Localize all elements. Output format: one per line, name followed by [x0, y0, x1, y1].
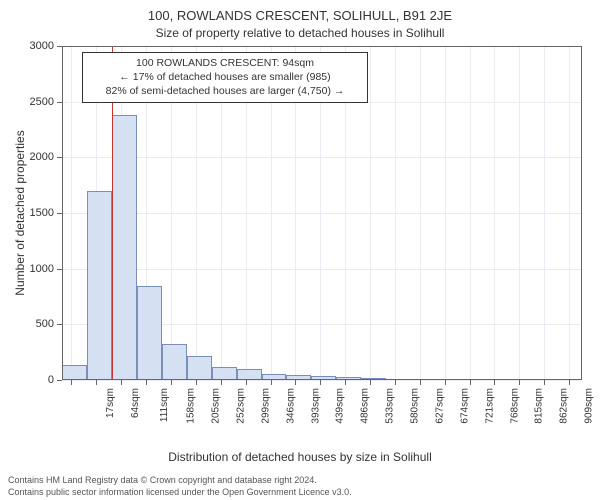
x-tick-label: 862sqm [559, 388, 570, 424]
footer-line-2: Contains public sector information licen… [8, 486, 592, 498]
y-tick-label: 2500 [22, 96, 54, 108]
x-tick [96, 380, 97, 385]
x-tick-label: 674sqm [459, 388, 470, 424]
y-tick [57, 380, 62, 381]
x-tick [246, 380, 247, 385]
y-tick-label: 2000 [22, 151, 54, 163]
grid-line-h [62, 380, 582, 381]
x-tick-label: 393sqm [310, 388, 321, 424]
y-tick [57, 157, 62, 158]
chart-subtitle: Size of property relative to detached ho… [0, 26, 600, 40]
y-tick-label: 1000 [22, 263, 54, 275]
y-tick [57, 102, 62, 103]
x-tick-label: 439sqm [335, 388, 346, 424]
y-tick [57, 269, 62, 270]
x-tick-label: 721sqm [484, 388, 495, 424]
y-tick [57, 324, 62, 325]
annotation-line-1: 100 ROWLANDS CRESCENT: 94sqm [89, 56, 361, 70]
x-tick-label: 299sqm [260, 388, 271, 424]
x-tick [370, 380, 371, 385]
x-tick-label: 64sqm [130, 388, 141, 418]
x-tick [71, 380, 72, 385]
x-tick [171, 380, 172, 385]
x-tick [470, 380, 471, 385]
annotation-box: 100 ROWLANDS CRESCENT: 94sqm ← 17% of de… [82, 52, 368, 103]
y-tick-label: 500 [22, 318, 54, 330]
x-tick-label: 252sqm [235, 388, 246, 424]
x-tick [345, 380, 346, 385]
x-tick [221, 380, 222, 385]
chart-title: 100, ROWLANDS CRESCENT, SOLIHULL, B91 2J… [0, 8, 600, 23]
x-tick-label: 768sqm [509, 388, 520, 424]
x-tick-label: 580sqm [409, 388, 420, 424]
x-tick [320, 380, 321, 385]
x-tick-label: 815sqm [534, 388, 545, 424]
x-tick [196, 380, 197, 385]
x-tick [544, 380, 545, 385]
x-tick [395, 380, 396, 385]
footer-line-1: Contains HM Land Registry data © Crown c… [8, 474, 592, 486]
x-tick-label: 205sqm [210, 388, 221, 424]
x-tick-label: 533sqm [384, 388, 395, 424]
y-tick [57, 213, 62, 214]
x-tick-label: 909sqm [584, 388, 595, 424]
plot-area: 100 ROWLANDS CRESCENT: 94sqm ← 17% of de… [62, 46, 582, 380]
annotation-line-2: ← 17% of detached houses are smaller (98… [89, 70, 361, 84]
x-tick [295, 380, 296, 385]
y-tick [57, 46, 62, 47]
x-tick [445, 380, 446, 385]
x-tick [121, 380, 122, 385]
y-tick-label: 3000 [22, 40, 54, 52]
x-tick-label: 17sqm [105, 388, 116, 418]
x-tick-label: 346sqm [285, 388, 296, 424]
footer: Contains HM Land Registry data © Crown c… [8, 474, 592, 498]
x-tick-label: 111sqm [159, 388, 170, 422]
x-tick [494, 380, 495, 385]
x-tick [271, 380, 272, 385]
x-tick-label: 627sqm [434, 388, 445, 424]
x-tick [146, 380, 147, 385]
x-tick-label: 158sqm [185, 388, 196, 424]
x-tick [569, 380, 570, 385]
y-tick-label: 0 [22, 374, 54, 386]
annotation-line-3: 82% of semi-detached houses are larger (… [89, 84, 361, 98]
y-tick-label: 1500 [22, 207, 54, 219]
x-tick-label: 486sqm [359, 388, 370, 424]
x-tick [519, 380, 520, 385]
x-axis-label: Distribution of detached houses by size … [0, 450, 600, 464]
page-root: 100, ROWLANDS CRESCENT, SOLIHULL, B91 2J… [0, 0, 600, 500]
x-tick [420, 380, 421, 385]
